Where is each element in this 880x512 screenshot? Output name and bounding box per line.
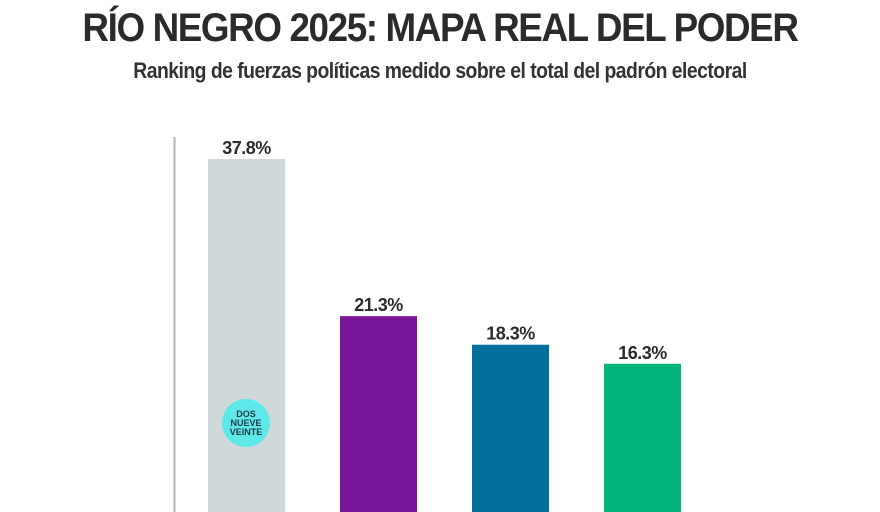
- chart-title: RÍO NEGRO 2025: MAPA REAL DEL PODER: [82, 6, 798, 50]
- bar-value-label-1: 37.8%: [222, 138, 271, 158]
- logo-line-1: DOS: [236, 408, 256, 419]
- bar-3: [472, 344, 549, 512]
- bar-value-label-3: 18.3%: [486, 324, 535, 344]
- bar-1: [208, 159, 285, 512]
- bar-value-label-2: 21.3%: [354, 295, 403, 315]
- brand-logo: DOS NUEVE VEINTE: [222, 399, 270, 447]
- bar-4: [604, 363, 681, 512]
- logo-line-2: NUEVE: [230, 417, 262, 428]
- chart-subtitle: Ranking de fuerzas políticas medido sobr…: [133, 58, 747, 83]
- logo-line-3: VEINTE: [229, 426, 263, 437]
- bar-2: [340, 316, 417, 512]
- bar-value-label-4: 16.3%: [618, 343, 667, 363]
